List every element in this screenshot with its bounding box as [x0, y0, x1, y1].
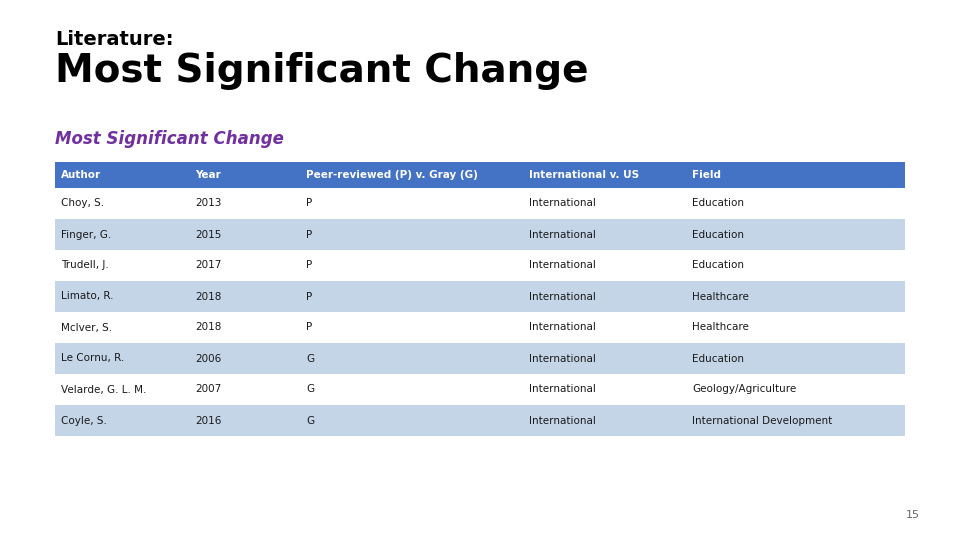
Text: Education: Education: [692, 354, 744, 363]
Text: Literature:: Literature:: [55, 30, 174, 49]
Text: International: International: [529, 260, 596, 271]
Bar: [55, 374, 905, 405]
Text: 2015: 2015: [195, 230, 222, 240]
Text: Healthcare: Healthcare: [692, 322, 749, 333]
Text: 15: 15: [906, 510, 920, 520]
Text: P: P: [306, 260, 313, 271]
Text: Trudell, J.: Trudell, J.: [60, 260, 108, 271]
Bar: [55, 312, 905, 343]
Bar: [55, 405, 905, 436]
Bar: [55, 250, 905, 281]
Text: 2006: 2006: [195, 354, 222, 363]
Text: Most Significant Change: Most Significant Change: [55, 130, 284, 148]
Text: International: International: [529, 384, 596, 395]
Text: International: International: [529, 230, 596, 240]
Text: 2017: 2017: [195, 260, 222, 271]
Text: Choy, S.: Choy, S.: [60, 199, 104, 208]
Text: Education: Education: [692, 260, 744, 271]
Bar: [55, 343, 905, 374]
Text: McIver, S.: McIver, S.: [60, 322, 112, 333]
Text: G: G: [306, 354, 315, 363]
Bar: [55, 162, 905, 188]
Text: 2018: 2018: [195, 322, 222, 333]
Text: P: P: [306, 322, 313, 333]
Text: International v. US: International v. US: [529, 170, 639, 180]
Text: Education: Education: [692, 230, 744, 240]
Text: G: G: [306, 415, 315, 426]
Text: 2013: 2013: [195, 199, 222, 208]
Text: Finger, G.: Finger, G.: [60, 230, 111, 240]
Bar: [55, 188, 905, 219]
Text: Field: Field: [692, 170, 721, 180]
Text: International: International: [529, 292, 596, 301]
Text: International: International: [529, 415, 596, 426]
Text: G: G: [306, 384, 315, 395]
Text: Most Significant Change: Most Significant Change: [55, 52, 588, 90]
Text: Peer-reviewed (P) v. Gray (G): Peer-reviewed (P) v. Gray (G): [306, 170, 478, 180]
Text: International: International: [529, 322, 596, 333]
Text: Year: Year: [195, 170, 221, 180]
Text: P: P: [306, 292, 313, 301]
Text: Healthcare: Healthcare: [692, 292, 749, 301]
Text: Author: Author: [60, 170, 101, 180]
Text: Velarde, G. L. M.: Velarde, G. L. M.: [60, 384, 146, 395]
Text: Coyle, S.: Coyle, S.: [60, 415, 107, 426]
Bar: [55, 219, 905, 250]
Text: 2016: 2016: [195, 415, 222, 426]
Text: Le Cornu, R.: Le Cornu, R.: [60, 354, 124, 363]
Text: P: P: [306, 199, 313, 208]
Text: Education: Education: [692, 199, 744, 208]
Bar: [55, 281, 905, 312]
Text: Geology/Agriculture: Geology/Agriculture: [692, 384, 797, 395]
Text: 2007: 2007: [195, 384, 222, 395]
Text: P: P: [306, 230, 313, 240]
Text: International: International: [529, 199, 596, 208]
Text: 2018: 2018: [195, 292, 222, 301]
Text: Limato, R.: Limato, R.: [60, 292, 113, 301]
Text: International Development: International Development: [692, 415, 832, 426]
Text: International: International: [529, 354, 596, 363]
